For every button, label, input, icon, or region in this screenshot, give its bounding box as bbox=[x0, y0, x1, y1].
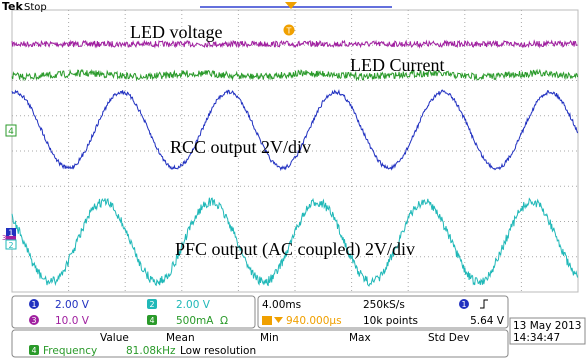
trigger-marker-label: T bbox=[286, 27, 292, 36]
meas-header: Mean bbox=[166, 332, 195, 344]
page: Tek Stop T LED voltage LED Current RCC o… bbox=[0, 0, 588, 360]
ch-scale: 2.00 V bbox=[55, 299, 90, 311]
meas-header: Max bbox=[349, 332, 371, 344]
annotation: LED Current bbox=[350, 55, 444, 75]
time: 14:34:47 bbox=[513, 332, 560, 344]
trig-channel: 1 bbox=[461, 300, 466, 309]
record-length: 10k points bbox=[363, 315, 418, 327]
ch-marker bbox=[6, 236, 16, 240]
trigger-pos bbox=[285, 2, 297, 9]
channel-panel bbox=[12, 296, 255, 328]
ch-id: 3 bbox=[31, 316, 36, 325]
meas-header: Std Dev bbox=[428, 332, 470, 344]
annotation: RCC output 2V/div bbox=[170, 137, 311, 157]
annotation: PFC output (AC coupled) 2V/div bbox=[175, 239, 415, 260]
trig-level: 5.64 V bbox=[470, 315, 505, 327]
ch-scale: 500mA bbox=[176, 315, 214, 327]
meas-mean: Low resolution bbox=[180, 345, 256, 357]
delay: 940.000µs bbox=[286, 315, 342, 327]
date: 13 May 2013 bbox=[513, 320, 581, 332]
scope-screen: Tek Stop T LED voltage LED Current RCC o… bbox=[0, 0, 588, 360]
time-scale: 4.00ms bbox=[262, 299, 301, 311]
sample-rate: 250kS/s bbox=[363, 299, 405, 311]
ch-id: 4 bbox=[149, 316, 154, 325]
meas-header: Value bbox=[100, 332, 129, 344]
brand: Tek bbox=[2, 0, 24, 13]
annotation: LED voltage bbox=[130, 22, 222, 42]
ch-scale: 2.00 V bbox=[176, 299, 211, 311]
ch-id: 2 bbox=[149, 300, 154, 309]
delay-icon bbox=[262, 316, 272, 325]
acq-state: Stop bbox=[24, 2, 47, 13]
meas-header: Min bbox=[260, 332, 279, 344]
meas-ch: 4 bbox=[31, 346, 36, 355]
ch-icon: Ω bbox=[220, 315, 228, 327]
ch-marker-label: 4 bbox=[8, 127, 14, 137]
ch-id: 1 bbox=[31, 300, 36, 309]
meas-name: Frequency bbox=[43, 345, 97, 357]
meas-value: 81.08kHz bbox=[126, 345, 176, 357]
ch-marker-label: 2 bbox=[8, 241, 13, 250]
ch-scale: 10.0 V bbox=[55, 315, 90, 327]
